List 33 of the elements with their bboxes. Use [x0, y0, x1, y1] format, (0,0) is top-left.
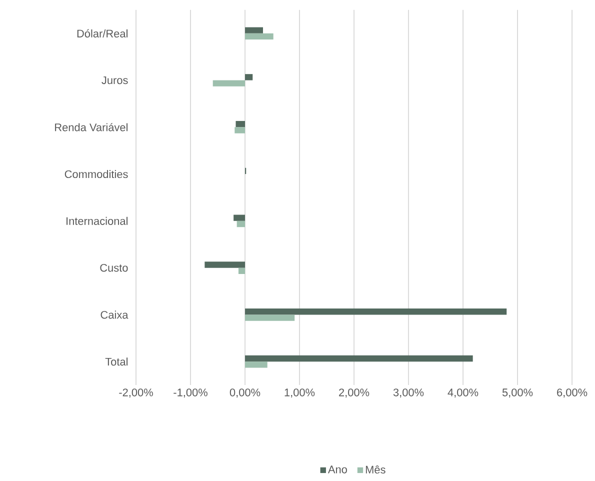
- x-tick-label: 6,00%: [557, 388, 588, 398]
- legend-label: Ano: [328, 466, 347, 474]
- x-tick-label: 4,00%: [448, 388, 478, 398]
- y-tick-label: Renda Variável: [55, 123, 128, 132]
- bar: [245, 362, 268, 368]
- y-tick-label: Custo: [100, 264, 128, 272]
- x-tick-label: -1,00%: [174, 388, 208, 398]
- y-tick-label: Dólar/Real: [77, 29, 128, 38]
- bar: [245, 27, 263, 34]
- y-tick-label: Caixa: [100, 310, 128, 319]
- bar: [245, 74, 253, 80]
- y-tick-label: Total: [105, 358, 128, 366]
- x-tick-label: -2,00%: [119, 388, 153, 398]
- x-tick-label: 5,00%: [502, 388, 533, 398]
- bar: [238, 268, 246, 274]
- x-tick-label: 0,00%: [230, 388, 260, 398]
- bar: [212, 80, 246, 86]
- y-tick-label: Commodities: [64, 170, 128, 178]
- bar: [245, 355, 473, 362]
- bar: [245, 33, 274, 40]
- bar: [204, 262, 246, 268]
- legend-label: Mês: [366, 465, 386, 474]
- bar: [245, 308, 507, 315]
- bar: [234, 214, 246, 221]
- bar: [245, 314, 295, 321]
- x-tick-label: 2,00%: [339, 388, 370, 398]
- y-tick-label: Internacional: [66, 216, 128, 225]
- y-tick-label: Juros: [102, 76, 128, 84]
- x-tick-label: 3,00%: [393, 388, 424, 398]
- bar: [236, 120, 246, 128]
- bar: [234, 127, 246, 134]
- x-tick-label: 1,00%: [284, 388, 315, 398]
- bar: [236, 220, 246, 228]
